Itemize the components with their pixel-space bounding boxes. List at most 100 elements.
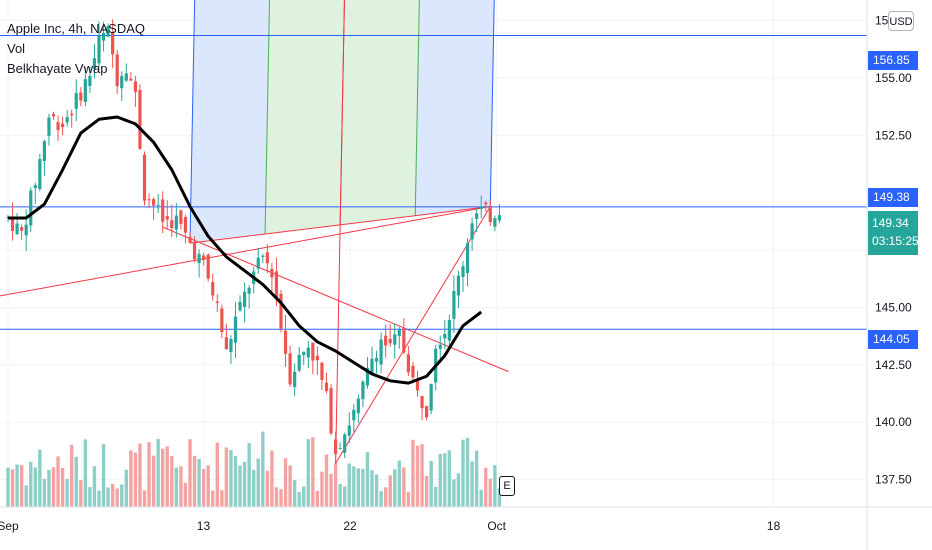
volume-bar [324, 454, 329, 507]
volume-bar [56, 456, 60, 507]
volume-bar [33, 467, 37, 507]
x-tick-label: 18 [767, 519, 781, 533]
volume-bar [220, 490, 224, 507]
volume-bar [129, 450, 133, 507]
candle-body [402, 328, 406, 353]
candle-body [329, 388, 333, 434]
candle-body [274, 271, 279, 300]
x-tick-label: 22 [343, 519, 357, 533]
candle-body [156, 204, 160, 206]
volume-bar [65, 478, 69, 507]
volume-bars [6, 431, 502, 507]
candle-body [56, 122, 60, 130]
trend-line-upper [0, 205, 491, 297]
volume-bar [274, 487, 279, 507]
volume-bar [252, 469, 256, 507]
volume-bar [133, 452, 138, 507]
candle-body [343, 434, 347, 453]
volume-bar [101, 444, 106, 507]
candle-body [438, 344, 442, 349]
candle-body [415, 381, 420, 391]
symbol-title: Apple Inc, 4h, NASDAQ [7, 21, 146, 36]
candle-body [370, 358, 374, 374]
volume-bar [206, 465, 210, 507]
candle-body [111, 32, 115, 55]
candle-body [74, 93, 78, 109]
vwap-curve [8, 115, 483, 385]
candle-body [229, 338, 233, 353]
candle-body [475, 213, 479, 219]
candle-body [256, 257, 260, 269]
vwap-line [8, 115, 483, 385]
pitchfork-fills [190, 0, 495, 244]
volume-bar [265, 470, 270, 507]
volume-bar [83, 439, 88, 507]
y-tick-label: 137.50 [875, 472, 912, 486]
candle-body [443, 333, 447, 339]
volume-bar [447, 450, 452, 507]
volume-bar [74, 456, 78, 507]
indicator-vwap[interactable]: Belkhayate Vwap [7, 61, 108, 76]
candle-body [243, 291, 247, 307]
pitchfork-line [489, 0, 495, 207]
last-price-tag: 149.34 03:15:25 [868, 211, 919, 255]
candle-body [397, 329, 401, 336]
volume-bar [465, 437, 470, 507]
candle-body [456, 275, 461, 296]
volume-bar [42, 478, 47, 507]
candle-body [188, 236, 192, 243]
volume-bar [115, 488, 119, 507]
candle-body [192, 242, 197, 260]
volume-bar [161, 448, 165, 507]
volume-bar [347, 463, 351, 507]
candle-body [447, 319, 451, 341]
candle-body [29, 190, 33, 226]
candle-body [70, 113, 74, 116]
chart-legend: Apple Inc, 4h, NASDAQ Vol Belkhayate Vwa… [7, 19, 145, 79]
candle-body [479, 206, 483, 209]
price-tag-high-line: 156.85 [868, 51, 918, 70]
y-tick-label: 155.00 [875, 71, 912, 85]
volume-bar [279, 489, 283, 507]
volume-bar [229, 449, 233, 507]
indicator-vol[interactable]: Vol [7, 41, 26, 56]
y-tick-label: 145.00 [875, 300, 912, 314]
candle-body [356, 398, 360, 414]
candle-body [493, 218, 497, 227]
earnings-marker[interactable]: E [499, 476, 515, 496]
volume-bar [247, 442, 251, 507]
volume-bar [320, 471, 324, 507]
candle-body [320, 362, 324, 380]
candle-body [497, 215, 501, 221]
candle-body [51, 113, 56, 117]
y-tick-label: 142.50 [875, 358, 912, 372]
volume-bar [456, 473, 461, 507]
candle-body [265, 252, 269, 264]
candle-body [374, 357, 379, 362]
candle-body [379, 339, 383, 365]
volume-bar [256, 458, 260, 507]
volume-bar [470, 461, 474, 507]
candle-body [297, 354, 301, 371]
candle-body [65, 117, 69, 123]
candle-body [61, 123, 65, 128]
volume-bar [156, 438, 160, 507]
candle-body [270, 269, 274, 278]
volume-bar [297, 491, 301, 507]
candle-body [406, 354, 410, 373]
candle-body [20, 227, 24, 231]
volume-bar [374, 474, 379, 507]
currency-button[interactable]: USD [888, 11, 914, 31]
volume-bar [397, 460, 401, 507]
volume-bar [415, 445, 420, 507]
volume-bar [24, 485, 28, 507]
pitchfork-zone [265, 0, 345, 234]
volume-bar [424, 475, 429, 507]
y-tick-label: 140.00 [875, 415, 912, 429]
candle-body [279, 293, 283, 329]
volume-bar [479, 489, 483, 507]
volume-bar [474, 450, 479, 507]
volume-bar [6, 467, 10, 507]
candle-body [288, 353, 292, 385]
